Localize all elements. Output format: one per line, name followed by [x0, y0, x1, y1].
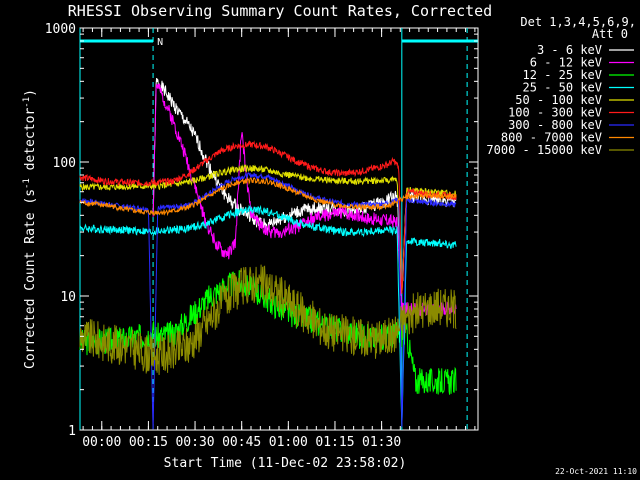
legend-label: 7000 - 15000 keV [486, 143, 602, 157]
x-tick-label: 00:15 [129, 435, 168, 450]
y-axis: 1 10 100 1000 [45, 22, 478, 439]
series-line [79, 171, 457, 430]
series-line [152, 83, 457, 317]
series-line [79, 164, 457, 293]
x-tick-label: 01:15 [315, 435, 354, 450]
legend-label: 50 - 100 keV [515, 93, 602, 107]
y-tick-label: 100 [53, 156, 76, 171]
saa-label: N [157, 37, 163, 48]
legend-label: 12 - 25 keV [523, 68, 602, 82]
legend-label: 300 - 800 keV [508, 118, 602, 132]
x-tick-label: 00:00 [82, 435, 121, 450]
legend-label: 100 - 300 keV [508, 106, 602, 120]
x-axis-label: Start Time (11-Dec-02 23:58:02) [164, 456, 407, 471]
legend-header-detectors: Det 1,3,4,5,6,9, [520, 15, 636, 29]
footer-timestamp: 22-Oct-2021 11:10 [555, 467, 637, 476]
y-axis-label: Corrected Count Rate (s-1 detector-1) [22, 89, 38, 369]
series-layer [79, 78, 457, 430]
night-bars: N [80, 37, 478, 48]
x-axis: 00:00 00:15 00:30 00:45 01:00 01:15 01:30 [82, 28, 476, 450]
y-tick-label: 10 [60, 290, 76, 305]
x-tick-label: 01:30 [362, 435, 401, 450]
y-tick-label: 1 [68, 424, 76, 439]
chart-title: RHESSI Observing Summary Count Rates, Co… [68, 2, 492, 20]
x-tick-label: 00:30 [175, 435, 214, 450]
legend-header-attenuator: Att 0 [592, 27, 628, 41]
series-line [79, 204, 457, 425]
series-line [152, 78, 457, 294]
series-line [79, 140, 457, 294]
series-line [79, 264, 457, 376]
legend-label: 3 - 6 keV [537, 43, 602, 57]
legend-label: 25 - 50 keV [523, 81, 602, 95]
legend-label: 800 - 7000 keV [501, 131, 602, 145]
series-line [79, 176, 457, 217]
x-tick-label: 00:45 [222, 435, 261, 450]
y-tick-label: 1000 [45, 22, 76, 37]
x-tick-label: 01:00 [269, 435, 308, 450]
legend-label: 6 - 12 keV [530, 56, 602, 70]
